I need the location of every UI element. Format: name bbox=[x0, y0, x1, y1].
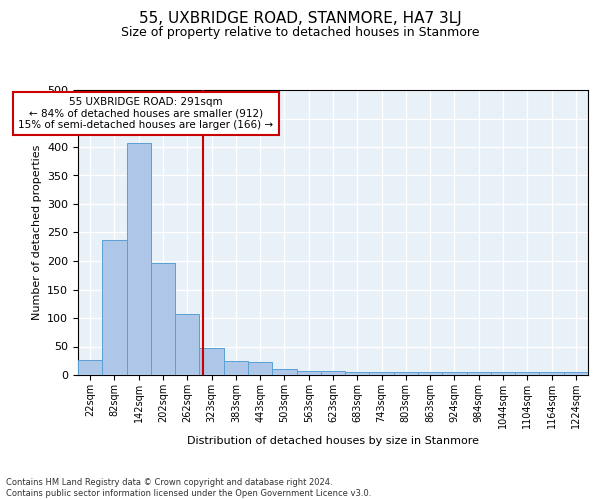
Bar bbox=[491, 372, 515, 375]
Bar bbox=[102, 240, 127, 375]
Bar bbox=[394, 372, 418, 375]
Bar bbox=[418, 372, 442, 375]
Text: 55, UXBRIDGE ROAD, STANMORE, HA7 3LJ: 55, UXBRIDGE ROAD, STANMORE, HA7 3LJ bbox=[139, 11, 461, 26]
Bar bbox=[321, 371, 345, 375]
Bar bbox=[539, 372, 564, 375]
Text: Contains HM Land Registry data © Crown copyright and database right 2024.
Contai: Contains HM Land Registry data © Crown c… bbox=[6, 478, 371, 498]
Bar bbox=[370, 372, 394, 375]
Bar bbox=[127, 143, 151, 375]
Bar bbox=[467, 372, 491, 375]
Bar bbox=[151, 262, 175, 375]
X-axis label: Distribution of detached houses by size in Stanmore: Distribution of detached houses by size … bbox=[187, 436, 479, 446]
Bar bbox=[296, 371, 321, 375]
Bar bbox=[248, 362, 272, 375]
Text: 55 UXBRIDGE ROAD: 291sqm
← 84% of detached houses are smaller (912)
15% of semi-: 55 UXBRIDGE ROAD: 291sqm ← 84% of detach… bbox=[19, 97, 274, 130]
Bar bbox=[78, 360, 102, 375]
Bar bbox=[224, 361, 248, 375]
Bar bbox=[442, 372, 467, 375]
Y-axis label: Number of detached properties: Number of detached properties bbox=[32, 145, 41, 320]
Bar bbox=[515, 372, 539, 375]
Bar bbox=[272, 368, 296, 375]
Text: Size of property relative to detached houses in Stanmore: Size of property relative to detached ho… bbox=[121, 26, 479, 39]
Bar bbox=[199, 348, 224, 375]
Bar bbox=[564, 372, 588, 375]
Bar bbox=[175, 314, 199, 375]
Bar bbox=[345, 372, 370, 375]
